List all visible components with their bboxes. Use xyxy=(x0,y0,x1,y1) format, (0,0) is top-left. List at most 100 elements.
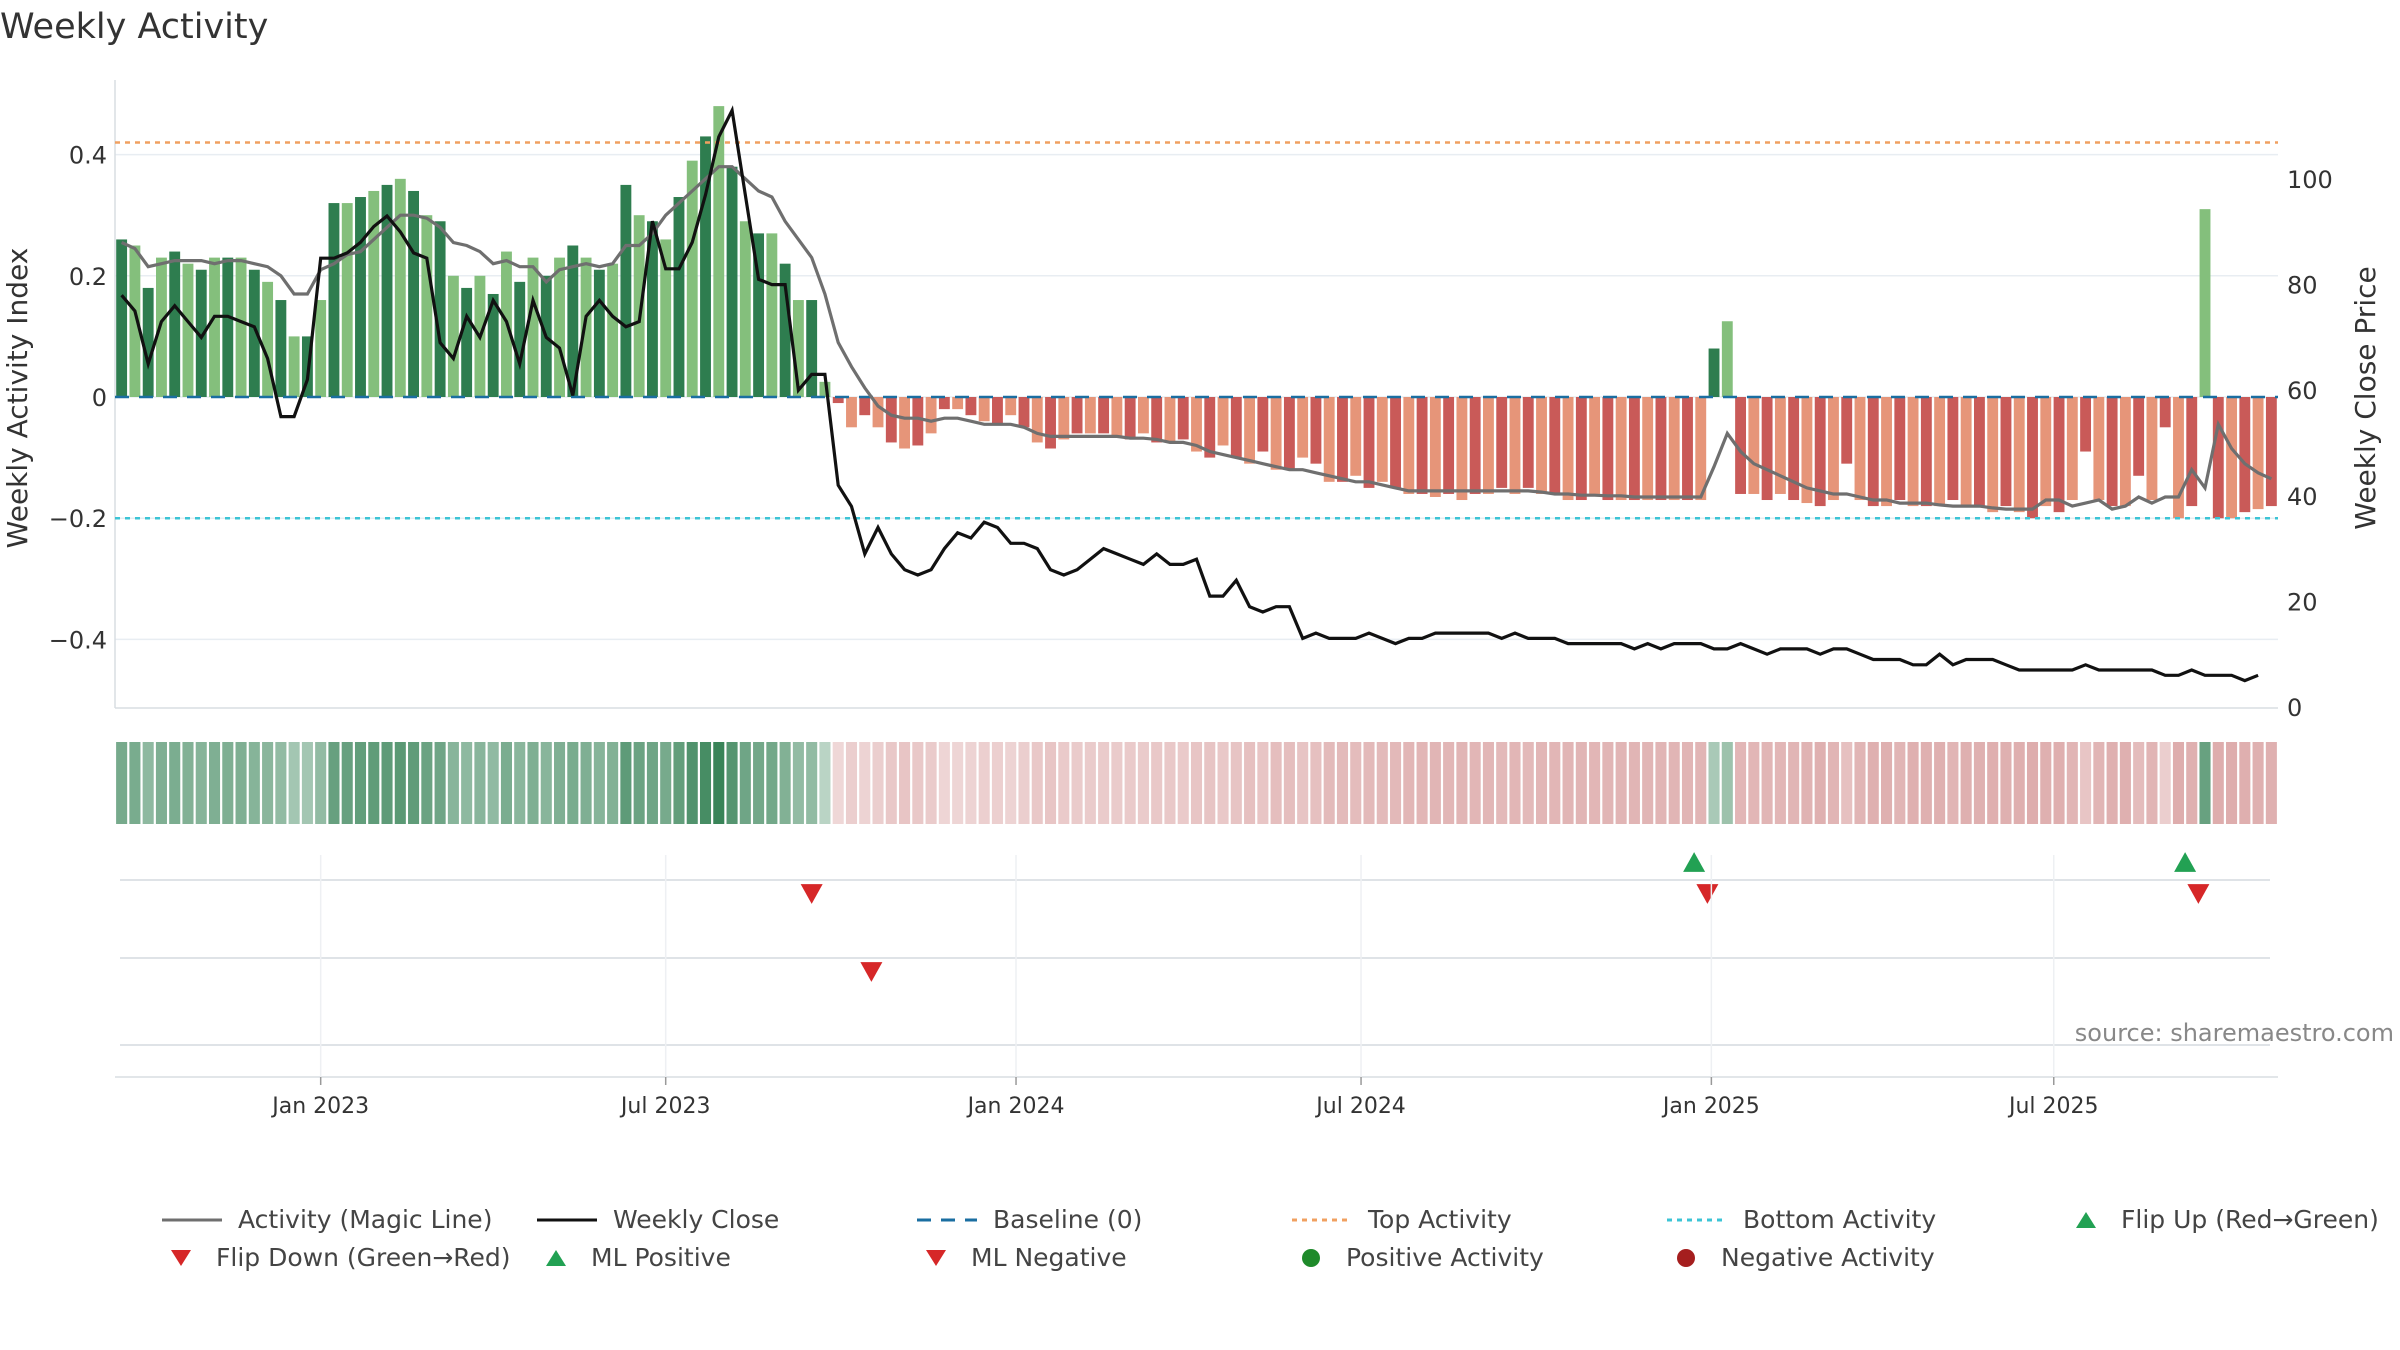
activity-bar xyxy=(1708,348,1720,397)
activity-strip-cell xyxy=(1403,742,1415,824)
activity-bar xyxy=(2146,397,2158,501)
activity-bar xyxy=(1589,397,1601,494)
activity-bar xyxy=(792,300,804,397)
activity-bar xyxy=(872,397,884,428)
x-tick-label: Jul 2023 xyxy=(619,1094,711,1119)
activity-bar xyxy=(1031,397,1043,443)
activity-bar xyxy=(1575,397,1587,501)
activity-strip-cell xyxy=(394,742,406,824)
activity-bar xyxy=(248,269,260,397)
activity-strip-cell xyxy=(354,742,367,824)
activity-strip-cell xyxy=(1177,742,1189,824)
activity-strip-cell xyxy=(1496,742,1508,824)
activity-strip-cell xyxy=(2172,742,2185,824)
activity-bar xyxy=(1642,397,1654,501)
activity-bar xyxy=(779,263,791,397)
activity-strip-cell xyxy=(328,742,340,824)
activity-bar xyxy=(806,300,818,397)
ml-negative-marker xyxy=(860,962,883,982)
activity-bar xyxy=(607,263,619,397)
activity-bar xyxy=(1562,397,1574,501)
activity-bar xyxy=(182,263,194,397)
activity-strip-cell xyxy=(1310,742,1322,824)
activity-strip-cell xyxy=(912,742,924,824)
activity-bar xyxy=(368,190,380,397)
activity-bar xyxy=(1721,321,1733,397)
activity-strip-cell xyxy=(2146,742,2158,824)
activity-bar xyxy=(1549,397,1561,494)
activity-bar xyxy=(2080,397,2092,452)
activity-strip-cell xyxy=(1801,742,1813,824)
activity-bar xyxy=(1854,397,1866,501)
triangle-up-green-icon xyxy=(2076,1211,2096,1228)
activity-bar xyxy=(2119,397,2131,507)
activity-bar xyxy=(1429,397,1441,497)
activity-strip-cell xyxy=(1920,742,1932,824)
activity-strip-cell xyxy=(1973,742,1985,824)
activity-bar xyxy=(1403,397,1415,494)
activity-strip-cell xyxy=(832,742,844,824)
activity-strip-cell xyxy=(1482,742,1494,824)
activity-bar xyxy=(1920,397,1932,507)
activity-strip-cell xyxy=(1642,742,1654,824)
x-tick-label: Jul 2024 xyxy=(1314,1094,1406,1119)
activity-strip-cell xyxy=(1881,742,1893,824)
activity-strip-cell xyxy=(567,742,579,824)
activity-strip-cell xyxy=(952,742,964,824)
activity-bar xyxy=(925,397,937,434)
y-tick-label: 0 xyxy=(92,384,107,412)
activity-strip-cell xyxy=(208,742,221,824)
activity-strip-cell xyxy=(1960,742,1972,824)
activity-strip-cell xyxy=(646,742,658,824)
legend-item: Flip Down (Green→Red) xyxy=(160,1243,511,1272)
y-tick-label: 0.4 xyxy=(69,142,107,170)
activity-strip-cell xyxy=(2212,742,2224,824)
activity-strip-cell xyxy=(1098,742,1110,824)
activity-strip-cell xyxy=(1774,742,1786,824)
activity-bar xyxy=(1483,397,1494,494)
activity-strip-cell xyxy=(806,742,818,824)
activity-strip-cell xyxy=(1204,742,1216,824)
activity-bar xyxy=(753,233,765,397)
activity-bar xyxy=(275,300,287,397)
activity-bar xyxy=(726,166,738,397)
activity-bar xyxy=(1735,397,1747,494)
activity-bar xyxy=(195,269,207,397)
activity-strip-cell xyxy=(1005,742,1017,824)
activity-bar xyxy=(1058,397,1070,440)
activity-bar xyxy=(2053,397,2065,513)
line-solid-black-icon xyxy=(537,1218,597,1221)
activity-strip-cell xyxy=(2040,742,2052,824)
x-tick-label: Jan 2024 xyxy=(966,1094,1065,1119)
activity-strip-cell xyxy=(872,742,884,824)
legend-label: ML Positive xyxy=(591,1243,731,1272)
activity-bar xyxy=(1416,397,1428,494)
activity-strip-cell xyxy=(713,742,725,824)
triangle-up-green-icon xyxy=(546,1249,566,1266)
activity-strip-cell xyxy=(660,742,672,824)
activity-bar xyxy=(992,397,1003,425)
activity-bar xyxy=(1244,397,1256,464)
activity-strip-cell xyxy=(182,742,194,824)
activity-strip-cell xyxy=(1270,742,1282,824)
y-axis-label: Weekly Activity Index xyxy=(1,248,34,549)
activity-bar xyxy=(700,136,711,398)
activity-bar xyxy=(2159,397,2171,428)
activity-bar xyxy=(978,397,990,422)
activity-bar xyxy=(1283,397,1295,470)
activity-strip-cell xyxy=(2265,742,2277,824)
activity-strip-cell xyxy=(2133,742,2145,824)
activity-bar xyxy=(394,178,406,397)
y-tick-label: −0.2 xyxy=(49,505,107,533)
activity-strip-cell xyxy=(1788,742,1800,824)
x-tick-label: Jan 2025 xyxy=(1661,1094,1760,1119)
legend-item: Activity (Magic Line) xyxy=(160,1205,492,1234)
activity-strip-cell xyxy=(129,742,141,824)
activity-strip-cell xyxy=(116,742,128,824)
y-tick-label: −0.4 xyxy=(49,626,107,654)
activity-strip-cell xyxy=(673,742,685,824)
activity-strip-cell xyxy=(447,742,459,824)
legend-item: Positive Activity xyxy=(1290,1243,1544,1272)
activity-bar xyxy=(129,245,141,397)
